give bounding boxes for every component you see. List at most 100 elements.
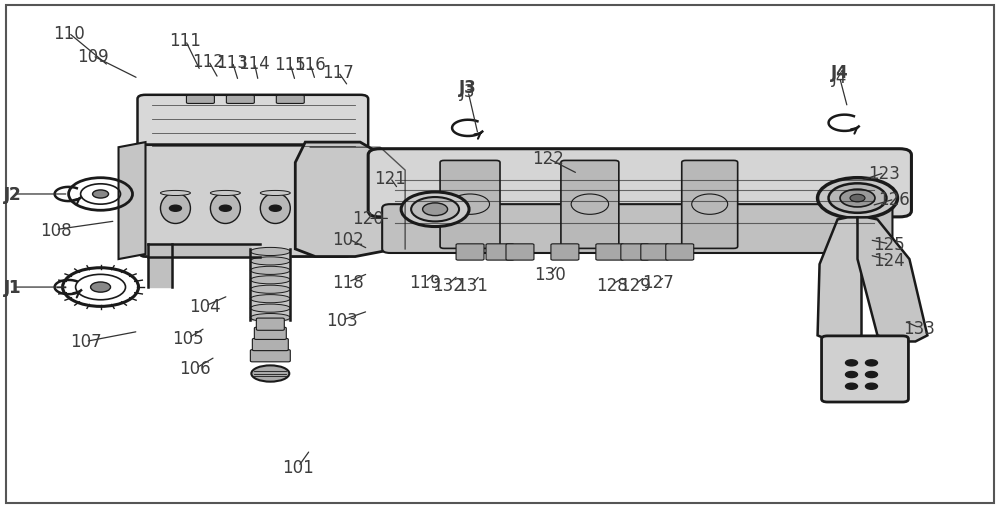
Text: 119: 119 xyxy=(409,273,441,291)
FancyBboxPatch shape xyxy=(596,244,624,261)
Text: 113: 113 xyxy=(216,53,248,72)
FancyBboxPatch shape xyxy=(666,244,694,261)
FancyBboxPatch shape xyxy=(256,319,284,331)
FancyBboxPatch shape xyxy=(254,328,286,340)
Text: 118: 118 xyxy=(332,273,364,291)
Text: 129: 129 xyxy=(619,276,651,294)
Text: 121: 121 xyxy=(374,169,406,187)
Text: J4: J4 xyxy=(831,64,848,82)
Circle shape xyxy=(269,206,281,212)
Circle shape xyxy=(319,206,331,212)
Ellipse shape xyxy=(411,197,459,222)
Ellipse shape xyxy=(250,248,290,256)
Ellipse shape xyxy=(423,204,448,216)
FancyBboxPatch shape xyxy=(682,161,738,249)
Text: 125: 125 xyxy=(874,235,905,253)
Circle shape xyxy=(93,190,109,199)
Polygon shape xyxy=(818,218,861,341)
FancyBboxPatch shape xyxy=(641,244,669,261)
FancyBboxPatch shape xyxy=(621,244,649,261)
Circle shape xyxy=(865,383,877,389)
Text: 106: 106 xyxy=(180,360,211,378)
Ellipse shape xyxy=(210,193,240,224)
FancyBboxPatch shape xyxy=(822,336,908,402)
FancyBboxPatch shape xyxy=(440,161,500,249)
FancyBboxPatch shape xyxy=(250,350,290,362)
Circle shape xyxy=(846,360,858,366)
Text: 120: 120 xyxy=(352,210,384,228)
Ellipse shape xyxy=(310,193,340,224)
Ellipse shape xyxy=(160,191,190,196)
Text: 103: 103 xyxy=(326,312,358,329)
Text: J2: J2 xyxy=(4,186,22,204)
Ellipse shape xyxy=(160,193,190,224)
Circle shape xyxy=(219,206,231,212)
Text: 105: 105 xyxy=(173,329,204,347)
Text: 126: 126 xyxy=(879,191,910,209)
Text: J2: J2 xyxy=(5,186,20,204)
Circle shape xyxy=(846,383,858,389)
FancyBboxPatch shape xyxy=(252,339,288,351)
FancyBboxPatch shape xyxy=(226,96,254,104)
Text: 127: 127 xyxy=(642,273,674,291)
Ellipse shape xyxy=(250,295,290,303)
Ellipse shape xyxy=(401,192,469,227)
Circle shape xyxy=(169,206,181,212)
Text: 110: 110 xyxy=(53,25,84,43)
FancyBboxPatch shape xyxy=(140,146,350,257)
Text: 117: 117 xyxy=(322,64,354,82)
Text: 101: 101 xyxy=(282,458,314,476)
Text: 132: 132 xyxy=(432,276,464,294)
Text: J4: J4 xyxy=(832,69,847,87)
FancyBboxPatch shape xyxy=(368,150,911,217)
Text: 112: 112 xyxy=(192,52,224,71)
FancyBboxPatch shape xyxy=(276,96,304,104)
Text: 107: 107 xyxy=(70,333,101,351)
Ellipse shape xyxy=(850,195,865,203)
Text: J1: J1 xyxy=(4,278,21,296)
Ellipse shape xyxy=(260,191,290,196)
Ellipse shape xyxy=(250,267,290,275)
Ellipse shape xyxy=(251,365,289,382)
Text: 133: 133 xyxy=(903,319,935,337)
FancyBboxPatch shape xyxy=(186,96,214,104)
FancyBboxPatch shape xyxy=(506,244,534,261)
FancyBboxPatch shape xyxy=(486,244,514,261)
Ellipse shape xyxy=(840,190,875,208)
Text: 108: 108 xyxy=(40,221,71,239)
Ellipse shape xyxy=(250,314,290,322)
Text: 111: 111 xyxy=(170,32,201,50)
Text: 123: 123 xyxy=(869,164,900,182)
Ellipse shape xyxy=(210,191,240,196)
Ellipse shape xyxy=(818,178,897,219)
Ellipse shape xyxy=(250,304,290,313)
Circle shape xyxy=(91,282,111,293)
FancyBboxPatch shape xyxy=(551,244,579,261)
Ellipse shape xyxy=(260,193,290,224)
Ellipse shape xyxy=(829,184,886,213)
Text: 128: 128 xyxy=(596,276,628,294)
FancyBboxPatch shape xyxy=(456,244,484,261)
Polygon shape xyxy=(858,218,927,342)
Circle shape xyxy=(865,360,877,366)
Ellipse shape xyxy=(310,191,340,196)
Text: 104: 104 xyxy=(190,297,221,315)
Polygon shape xyxy=(119,143,145,260)
FancyBboxPatch shape xyxy=(138,96,368,157)
Text: 109: 109 xyxy=(77,47,108,66)
Text: 130: 130 xyxy=(534,266,566,284)
Ellipse shape xyxy=(250,258,290,266)
Text: 102: 102 xyxy=(332,230,364,248)
Text: 122: 122 xyxy=(532,150,564,168)
Text: J3: J3 xyxy=(460,83,476,101)
Circle shape xyxy=(865,372,877,378)
Ellipse shape xyxy=(250,286,290,294)
FancyBboxPatch shape xyxy=(382,205,892,253)
Text: 124: 124 xyxy=(874,251,905,270)
Text: 114: 114 xyxy=(238,54,270,73)
Text: 116: 116 xyxy=(294,56,326,74)
Text: J3: J3 xyxy=(459,79,477,97)
Text: 115: 115 xyxy=(274,56,306,74)
FancyBboxPatch shape xyxy=(561,161,619,249)
Ellipse shape xyxy=(250,276,290,285)
